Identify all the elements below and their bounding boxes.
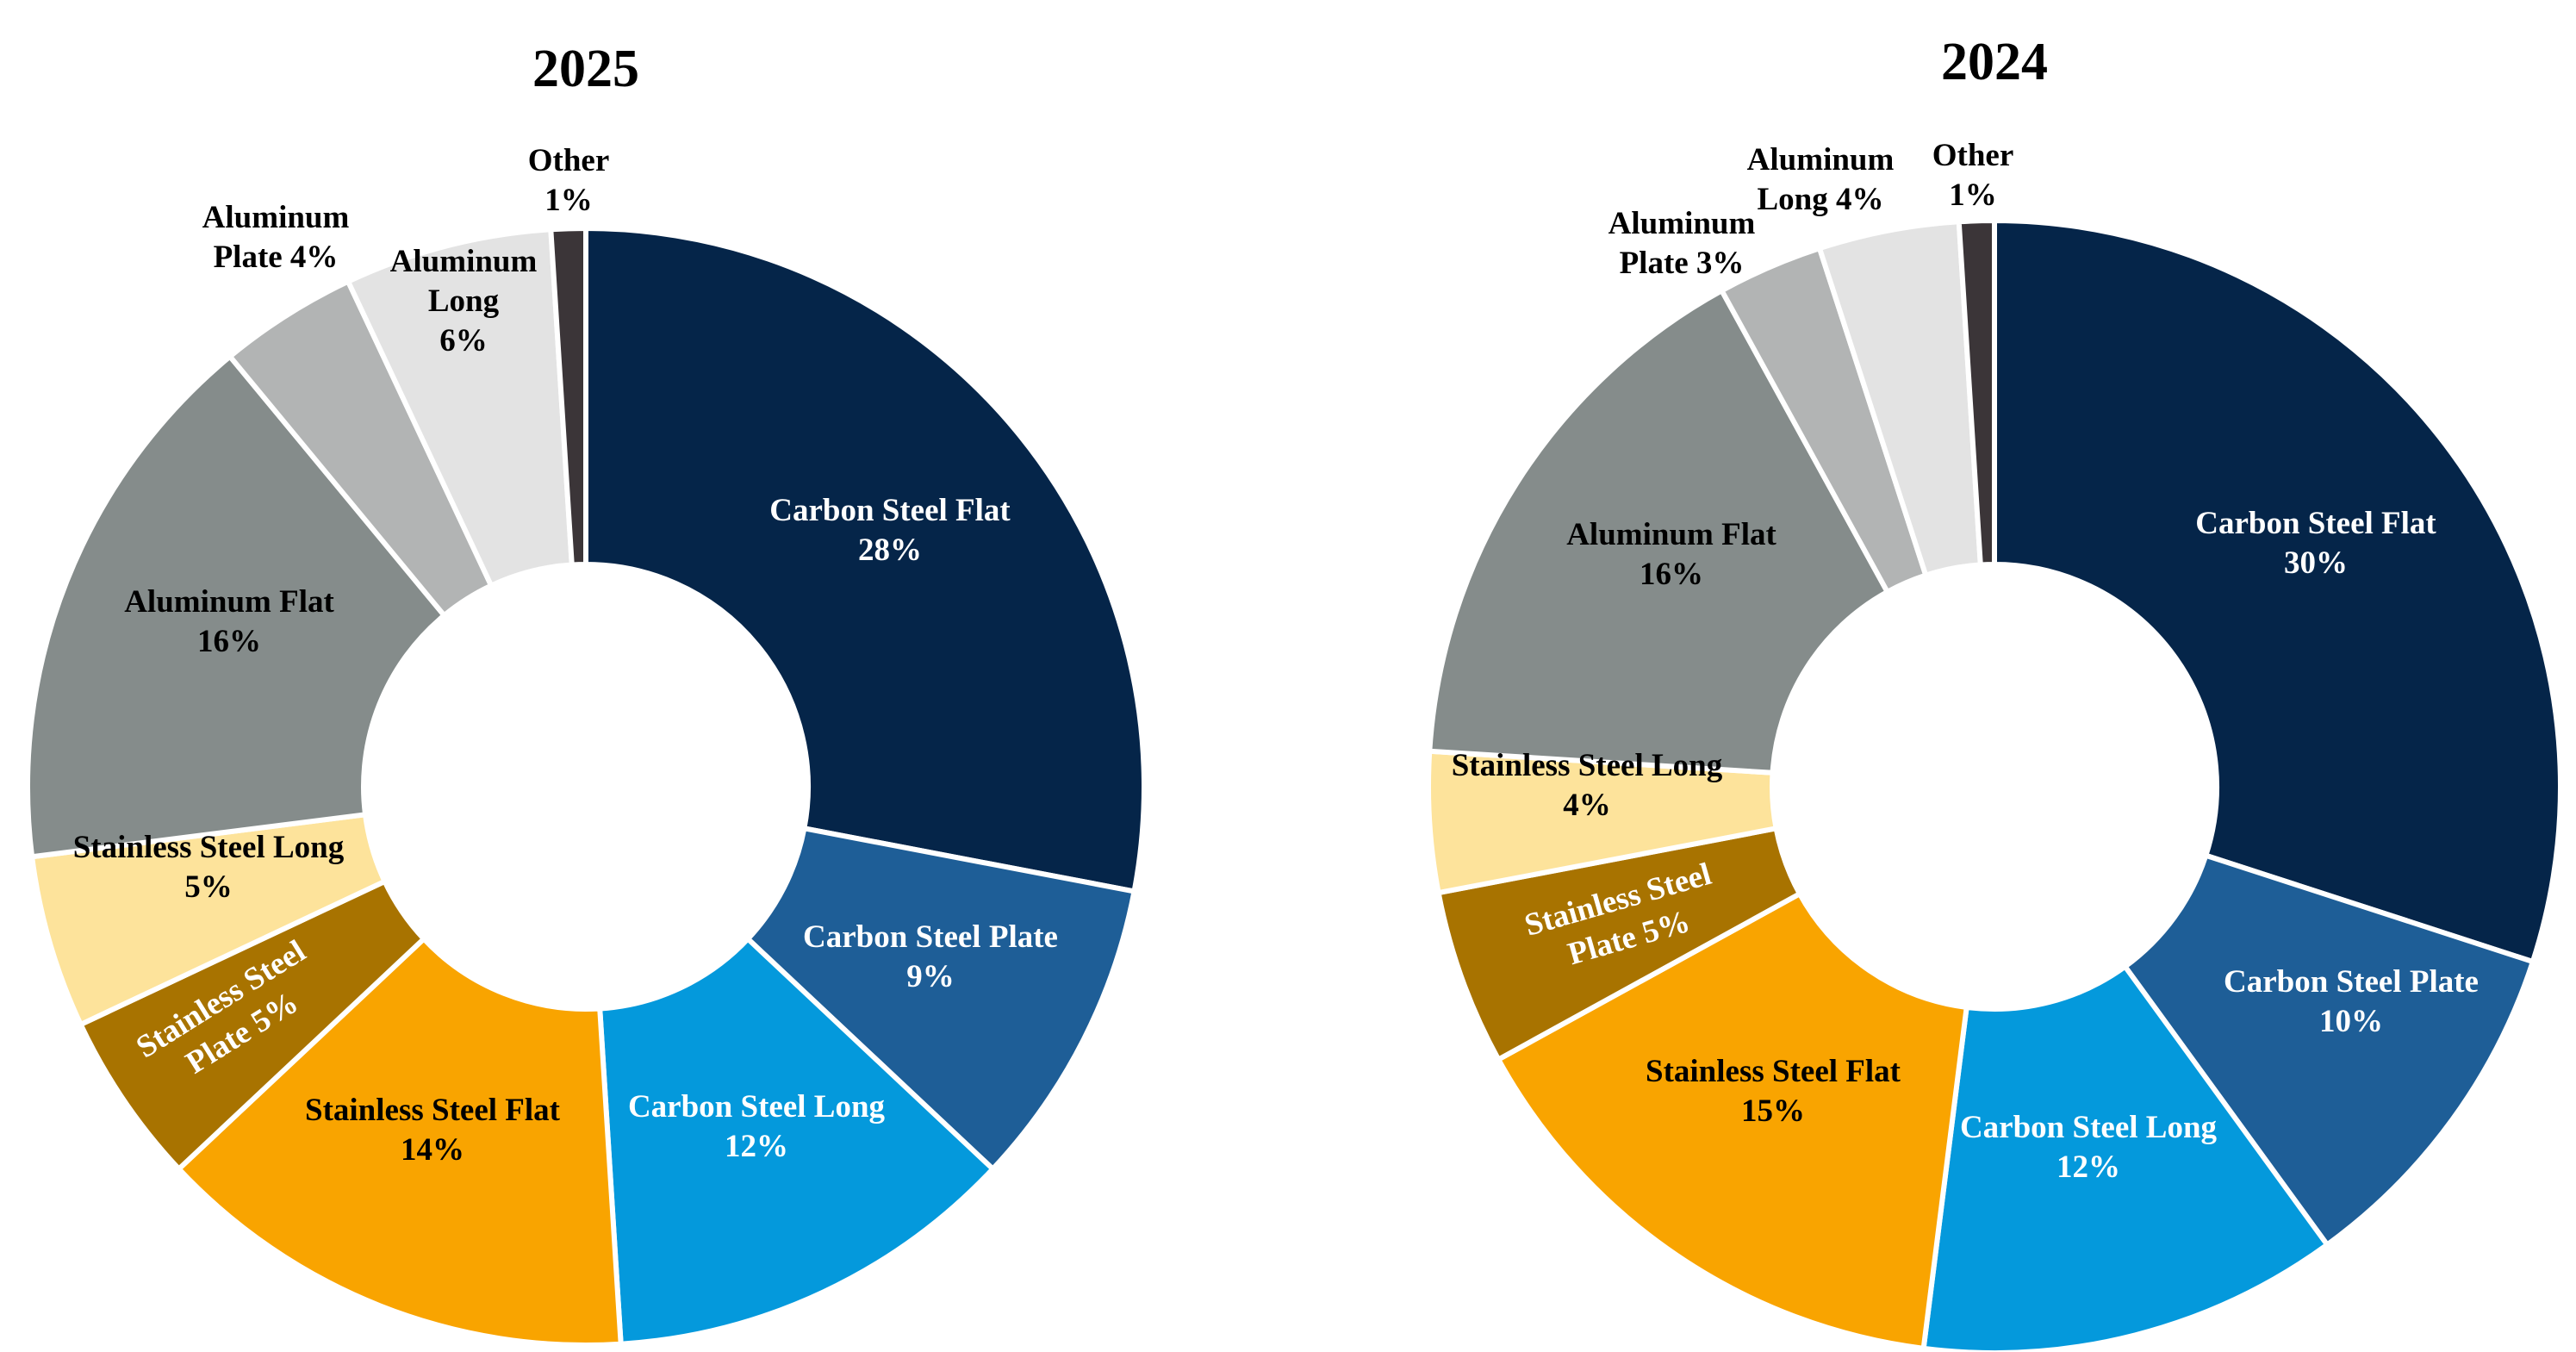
data-label-2025-aluminum-plate: Aluminum Plate 4% bbox=[202, 200, 350, 275]
data-label-2024-carbon-steel-plate: Carbon Steel Plate 10% bbox=[2224, 964, 2479, 1039]
data-label-line: 4% bbox=[1563, 788, 1611, 823]
data-label-line: 30% bbox=[2284, 545, 2348, 581]
slice-2025-carbon-steel-plate bbox=[745, 826, 1137, 1172]
donut-chart-2025: 2025 Carbon Steel Flat 28% Carbon Steel Pl… bbox=[25, 40, 1147, 1348]
data-label-2025-other: Other 1% bbox=[528, 143, 610, 218]
data-label-line: Carbon Steel Plate bbox=[2224, 964, 2479, 1000]
data-label-2024-aluminum-plate: Aluminum Plate 3% bbox=[1608, 206, 1756, 281]
slice-2025-aluminum-flat bbox=[25, 353, 447, 860]
data-label-line: 16% bbox=[197, 624, 261, 659]
data-label-line: Long bbox=[428, 283, 500, 319]
data-label-line: Other bbox=[1932, 138, 2014, 173]
data-label-2024-other: Other 1% bbox=[1932, 138, 2014, 213]
data-label-line: Other bbox=[528, 143, 610, 178]
data-label-line: Aluminum bbox=[390, 244, 538, 279]
data-label-2024-carbon-steel-flat: Carbon Steel Flat 30% bbox=[2195, 506, 2436, 581]
data-label-line: 14% bbox=[401, 1132, 464, 1168]
data-label-line: Carbon Steel Flat bbox=[2195, 506, 2436, 541]
slice-2024-carbon-steel-flat bbox=[1992, 218, 2563, 965]
data-label-line: Aluminum Flat bbox=[124, 584, 334, 620]
slice-2024-aluminum-flat bbox=[1427, 288, 1890, 776]
data-label-line: Stainless Steel Long bbox=[73, 830, 345, 865]
data-label-line: Carbon Steel Long bbox=[628, 1089, 886, 1125]
data-label-line: Stainless Steel Long bbox=[1452, 748, 1723, 783]
data-label-line: 9% bbox=[906, 959, 955, 994]
data-label-2024-carbon-steel-long: Carbon Steel Long 12% bbox=[1960, 1110, 2218, 1185]
data-label-2025-carbon-steel-plate: Carbon Steel Plate 9% bbox=[803, 919, 1058, 994]
donut-chart-2024: 2024 Carbon Steel Flat 30% Carbon Steel Pl… bbox=[1426, 33, 2563, 1352]
data-label-line: Aluminum bbox=[1608, 206, 1756, 241]
slice-2024-carbon-steel-plate bbox=[2122, 852, 2536, 1248]
data-label-2024-stainless-steel-flat: Stainless Steel Flat 15% bbox=[1646, 1054, 1901, 1129]
slice-2025-stainless-steel-flat bbox=[176, 936, 624, 1348]
slice-2025-other bbox=[548, 226, 588, 568]
data-label-line: 5% bbox=[184, 869, 233, 905]
data-label-2024-stainless-steel-long: Stainless Steel Long 4% bbox=[1452, 748, 1723, 823]
data-label-line: Carbon Steel Plate bbox=[803, 919, 1058, 955]
data-label-line: 12% bbox=[725, 1129, 788, 1164]
chart-title-2025: 2025 bbox=[532, 40, 639, 98]
data-label-2025-aluminum-long: Aluminum Long 6% bbox=[390, 244, 538, 358]
data-label-line: Stainless Steel Flat bbox=[1646, 1054, 1901, 1089]
slice-2025-carbon-steel-flat bbox=[583, 226, 1147, 894]
data-label-line: Aluminum bbox=[1747, 142, 1895, 178]
data-label-line: Stainless Steel Flat bbox=[305, 1093, 561, 1128]
data-label-line: 16% bbox=[1640, 557, 1703, 592]
data-label-2024-aluminum-flat: Aluminum Flat 16% bbox=[1566, 517, 1776, 592]
data-label-line: Long 4% bbox=[1757, 182, 1883, 217]
slice-2024-carbon-steel-long bbox=[1920, 963, 2330, 1352]
data-label-2025-stainless-steel-long: Stainless Steel Long 5% bbox=[73, 830, 345, 905]
data-label-2024-aluminum-long: Aluminum Long 4% bbox=[1747, 142, 1895, 217]
data-label-2025-carbon-steel-long: Carbon Steel Long 12% bbox=[628, 1089, 886, 1164]
data-label-line: Carbon Steel Flat bbox=[769, 493, 1011, 528]
data-label-line: 10% bbox=[2319, 1004, 2383, 1039]
data-label-line: Carbon Steel Long bbox=[1960, 1110, 2218, 1145]
data-label-line: 1% bbox=[1949, 178, 1997, 213]
chart-title-2024: 2024 bbox=[1941, 33, 2048, 91]
data-label-2025-carbon-steel-flat: Carbon Steel Flat 28% bbox=[769, 493, 1011, 568]
data-label-line: 6% bbox=[439, 323, 488, 358]
slice-2024-stainless-steel-flat bbox=[1496, 891, 1969, 1351]
data-label-line: 12% bbox=[2056, 1150, 2120, 1185]
data-label-line: Plate 3% bbox=[1620, 246, 1745, 281]
data-label-line: Aluminum bbox=[202, 200, 350, 235]
data-label-line: Plate 4% bbox=[214, 240, 339, 275]
data-label-line: Aluminum Flat bbox=[1566, 517, 1776, 552]
data-label-line: 1% bbox=[544, 183, 593, 218]
data-label-2025-stainless-steel-flat: Stainless Steel Flat 14% bbox=[305, 1093, 561, 1168]
slice-2025-carbon-steel-long bbox=[597, 936, 996, 1347]
data-label-line: 28% bbox=[858, 533, 922, 568]
data-label-2025-aluminum-flat: Aluminum Flat 16% bbox=[124, 584, 334, 659]
slice-2024-other bbox=[1956, 218, 1997, 568]
data-label-line: 15% bbox=[1741, 1093, 1805, 1129]
